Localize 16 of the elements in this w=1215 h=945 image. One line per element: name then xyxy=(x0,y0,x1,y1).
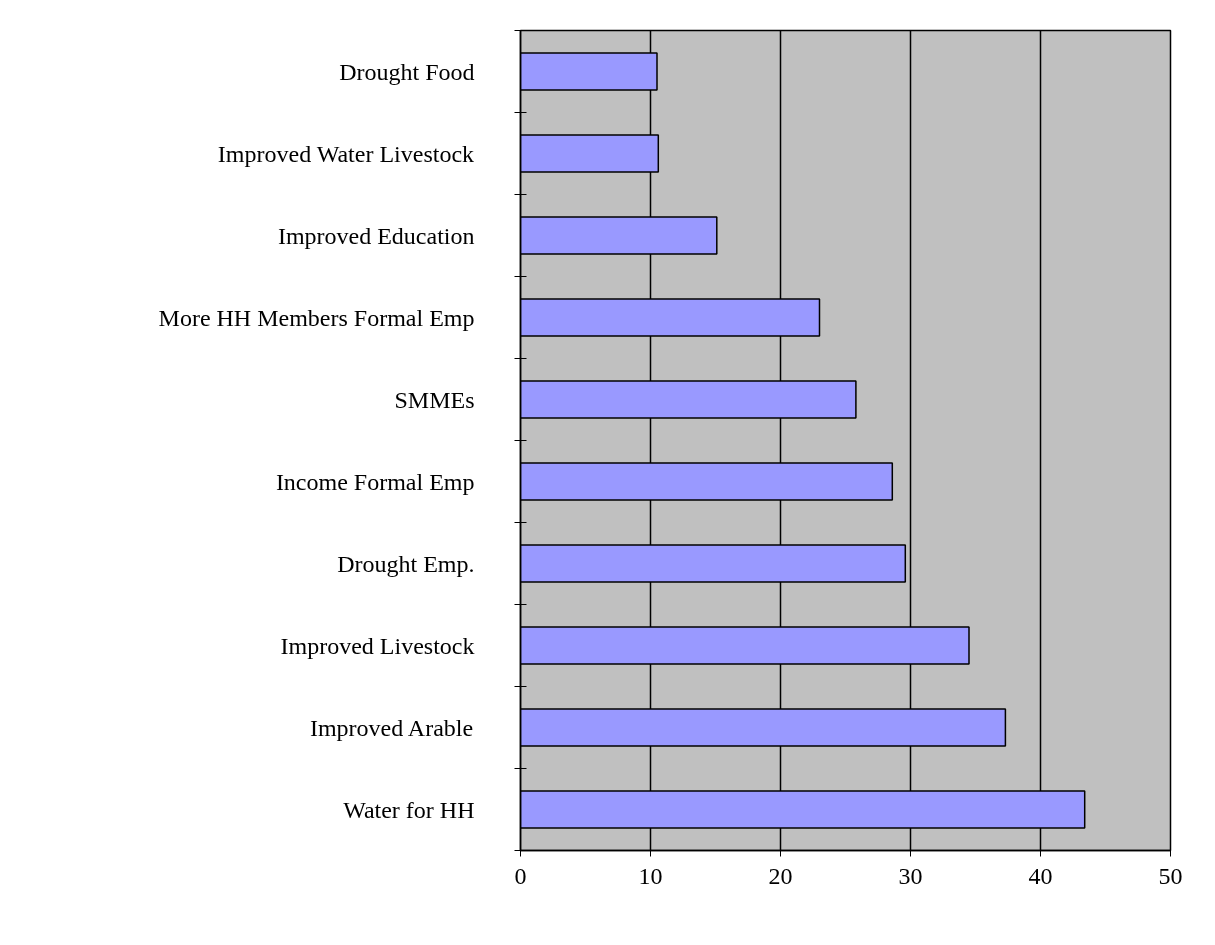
x-tick-label: 0 xyxy=(514,862,527,889)
y-tick-label: More HH Members Formal Emp xyxy=(158,304,475,331)
x-tick-label: 20 xyxy=(768,862,793,889)
x-tick-label: 30 xyxy=(898,862,923,889)
x-tick-label: 50 xyxy=(1158,862,1183,889)
x-tick-label: 10 xyxy=(638,862,663,889)
y-tick-label: Income Formal Emp xyxy=(275,468,475,495)
x-tick-label: 40 xyxy=(1028,862,1053,889)
y-tick-label: Improved Arable xyxy=(309,714,474,741)
y-tick-label: Drought Food xyxy=(339,58,475,85)
y-tick-label: SMMEs xyxy=(394,386,475,413)
y-tick-label: Improved Livestock xyxy=(280,632,475,659)
y-tick-label: Improved Education xyxy=(277,222,475,249)
y-tick-label: Drought Emp. xyxy=(337,550,475,577)
y-tick-label: Water for HH xyxy=(343,796,475,823)
y-tick-label: Improved Water Livestock xyxy=(217,140,475,167)
